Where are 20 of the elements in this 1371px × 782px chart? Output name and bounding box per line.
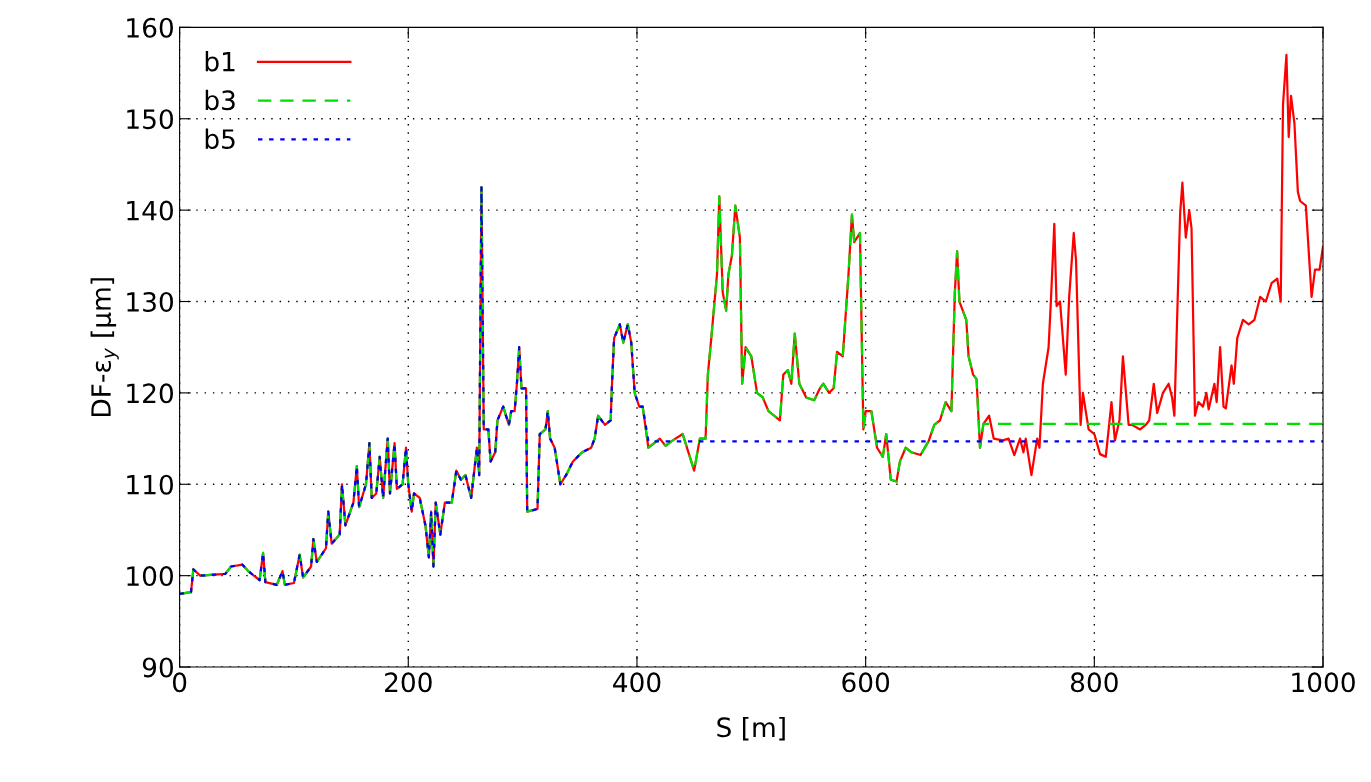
y-tick-label: 140 — [127, 200, 173, 221]
legend-label: b5 — [205, 128, 235, 150]
x-tick-label: 200 — [385, 672, 432, 693]
legend-label: b3 — [205, 89, 235, 111]
y-tick-label: 110 — [127, 474, 173, 495]
y-tick-label: 120 — [127, 383, 173, 404]
x-tick-label: 600 — [842, 672, 890, 693]
y-tick-label: 150 — [127, 109, 173, 130]
y-tick-label: 130 — [127, 291, 173, 312]
x-axis-title: S [m] — [717, 716, 785, 741]
legend-label: b1 — [205, 51, 235, 72]
line-series — [179, 186, 1324, 596]
y-tick-label: 100 — [127, 566, 173, 587]
y-tick-label: 90 — [142, 657, 173, 678]
x-tick-label: 400 — [613, 672, 661, 693]
y-axis-title: DF-ε$_{y}$ [μm] — [90, 278, 119, 416]
x-tick-label: 1000 — [1292, 672, 1355, 693]
x-tick-label: 800 — [1070, 672, 1118, 693]
y-tick-label: 160 — [127, 17, 173, 38]
x-tick-label: 0 — [172, 672, 187, 693]
